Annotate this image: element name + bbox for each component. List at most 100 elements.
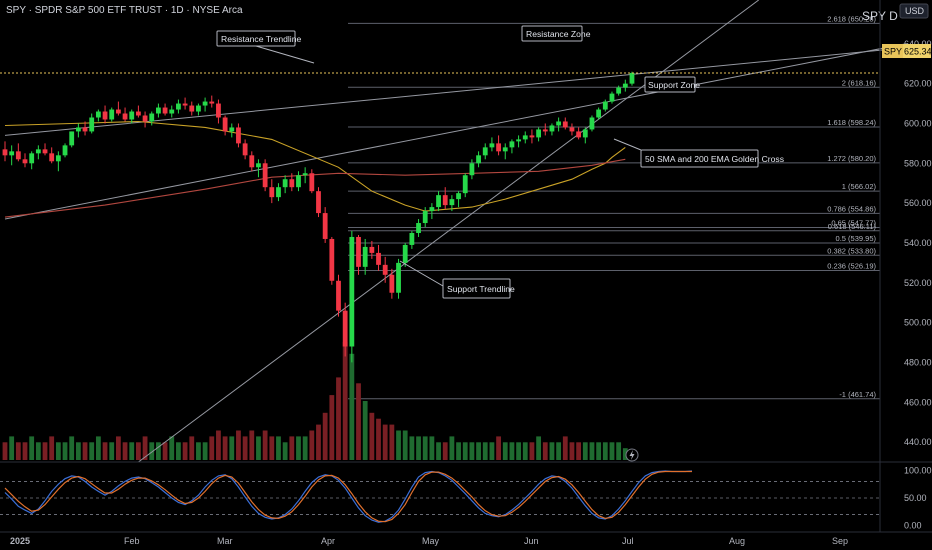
chart-title: SPY · SPDR S&P 500 ETF TRUST · 1D · NYSE…: [6, 5, 243, 16]
fib-level-label: 0.5 (539.95): [836, 234, 877, 243]
volume-bar: [389, 424, 395, 460]
volume-bar: [69, 436, 75, 460]
candle-body: [536, 129, 541, 138]
candle-body: [629, 73, 635, 84]
volume-bar: [182, 442, 188, 460]
volume-bar: [576, 442, 582, 460]
price-badge-value: 625.34: [904, 47, 932, 57]
time-axis-tick-label: Feb: [124, 536, 140, 546]
annotation-support-zone[interactable]: Support Zone: [644, 76, 700, 93]
candle-body: [622, 83, 628, 88]
volume-bar: [422, 436, 428, 460]
fib-level-label: 0.618 (546.11): [828, 222, 877, 231]
volume-bar: [436, 442, 441, 460]
candle-body: [376, 252, 381, 265]
currency-badge[interactable]: USD: [899, 3, 929, 19]
candle-body: [82, 127, 88, 132]
candle-body: [75, 127, 81, 132]
candle-body: [249, 155, 255, 168]
price-axis-tick-label: 460.00: [904, 397, 932, 407]
oscillator-line: [4, 470, 693, 523]
candle-body: [156, 107, 161, 114]
candle-body: [62, 145, 68, 156]
annotation-resistance-zone[interactable]: Resistance Zone: [521, 25, 591, 42]
volume-bar: [102, 442, 108, 460]
candle-body: [449, 199, 455, 206]
candle-body: [582, 129, 588, 138]
candle-body: [476, 155, 481, 164]
volume-bar: [22, 442, 28, 460]
candle-body: [276, 187, 281, 198]
candle-body: [542, 129, 548, 132]
volume-bar: [9, 436, 15, 460]
candle-body: [336, 280, 341, 311]
volume-bar: [136, 442, 141, 460]
annotation-support-trendline[interactable]: Support Trendline: [399, 260, 515, 299]
time-axis-tick-label: Jun: [524, 536, 539, 546]
candle-body: [456, 193, 461, 200]
volume-bar: [476, 442, 481, 460]
volume-bar: [236, 430, 241, 460]
volume-bar: [262, 430, 268, 460]
volume-bar: [162, 442, 168, 460]
volume-bar: [416, 436, 421, 460]
volume-bar: [362, 401, 368, 460]
volume-bar: [369, 412, 375, 460]
candle-body: [142, 115, 148, 122]
time-axis-tick-label: Mar: [217, 536, 233, 546]
volume-bar: [142, 436, 148, 460]
volume-bar: [149, 442, 155, 460]
candle-body: [102, 111, 108, 120]
volume-bar: [342, 342, 348, 460]
volume-bar: [249, 430, 255, 460]
candle-body: [296, 175, 301, 188]
candle-body: [569, 127, 575, 132]
candle-body: [496, 143, 501, 152]
volume-bar: [396, 430, 401, 460]
volume-bar: [75, 442, 81, 460]
annotation-resistance-trendline[interactable]: Resistance Trendline: [216, 30, 315, 64]
oscillator-axis-tick-label: 100.00: [904, 465, 932, 475]
volume-bar: [469, 442, 475, 460]
candle-body: [382, 264, 388, 275]
volume-bar: [29, 436, 35, 460]
volume-bar: [282, 442, 288, 460]
volume-bar: [536, 436, 541, 460]
candle-body: [516, 139, 521, 142]
volume-bar: [596, 442, 602, 460]
volume-bar: [242, 436, 248, 460]
volume-bar: [602, 442, 608, 460]
candle-body: [342, 310, 348, 347]
lightning-icon[interactable]: [625, 448, 639, 462]
volume-bar: [115, 436, 121, 460]
candle-body: [222, 117, 228, 132]
candle-body: [69, 131, 75, 146]
volume-bar: [622, 448, 628, 460]
volume-bar: [229, 436, 235, 460]
volume-bar: [222, 436, 228, 460]
candle-body: [242, 143, 248, 156]
candle-body: [29, 153, 35, 164]
price-axis-tick-label: 560.00: [904, 198, 932, 208]
price-axis-tick-label: 520.00: [904, 278, 932, 288]
fib-level-label: 1.272 (580.20): [827, 154, 876, 163]
candle-body: [462, 175, 468, 194]
annotation-golden-cross[interactable]: 50 SMA and 200 EMA Golden Cross: [613, 138, 784, 168]
candle-body: [562, 121, 568, 128]
volume-bar: [582, 442, 588, 460]
volume-bar: [296, 436, 301, 460]
price-axis-tick-label: 480.00: [904, 357, 932, 367]
price-axis-tick-label: 500.00: [904, 318, 932, 328]
volume-bar: [569, 442, 575, 460]
candle-body: [482, 147, 488, 156]
annotation-connector: [255, 45, 315, 64]
candle-body: [256, 163, 261, 168]
trendline: [4, 47, 906, 136]
candle-body: [609, 93, 615, 102]
volume-bar: [95, 436, 101, 460]
candle-body: [322, 213, 328, 239]
candle-body: [42, 149, 48, 154]
candle-body: [549, 125, 555, 132]
